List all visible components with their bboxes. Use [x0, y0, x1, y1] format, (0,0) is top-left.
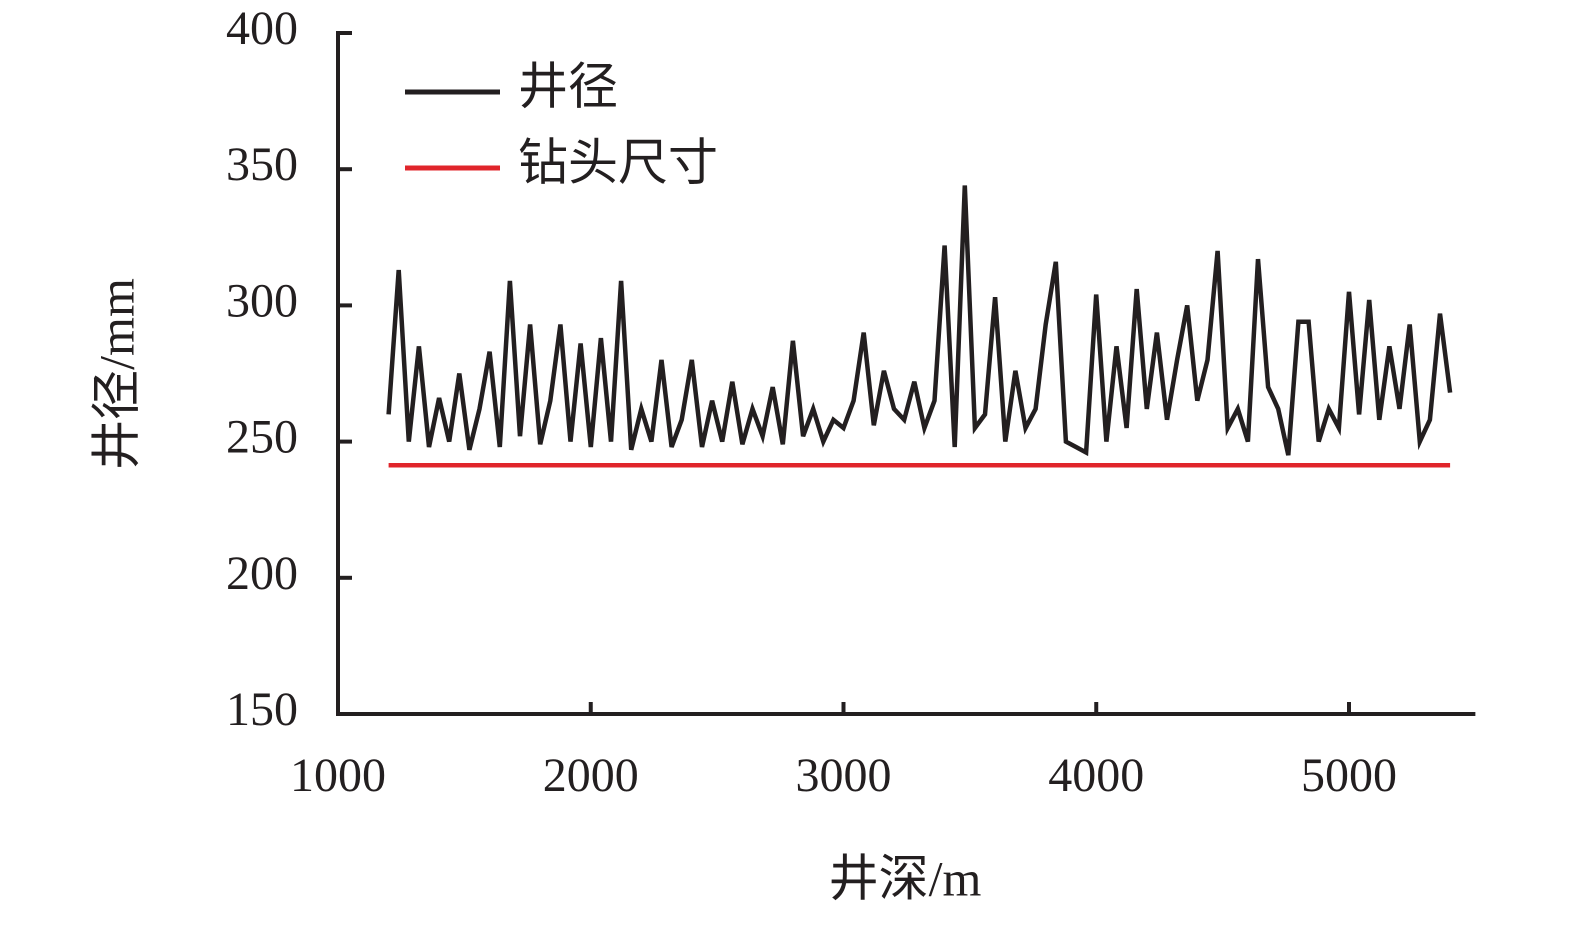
x-tick-label: 5000 — [1301, 749, 1397, 802]
x-tick-label: 2000 — [543, 749, 639, 802]
x-tick-label: 3000 — [796, 749, 892, 802]
y-tick-label: 300 — [226, 274, 298, 327]
y-tick-label: 400 — [226, 2, 298, 55]
legend-label: 钻头尺寸 — [518, 134, 718, 190]
legend-label: 井径 — [518, 58, 618, 114]
y-tick-label: 200 — [226, 547, 298, 600]
x-axis-label: 井深/m — [829, 850, 982, 906]
y-tick-label: 350 — [226, 138, 298, 191]
x-tick-label: 4000 — [1048, 749, 1144, 802]
data-line — [386, 185, 1453, 457]
x-tick-label: 1000 — [290, 749, 386, 802]
y-tick-label: 150 — [226, 683, 298, 736]
y-axis-label: 井径/mm — [88, 278, 144, 470]
y-tick-label: 250 — [226, 411, 298, 464]
